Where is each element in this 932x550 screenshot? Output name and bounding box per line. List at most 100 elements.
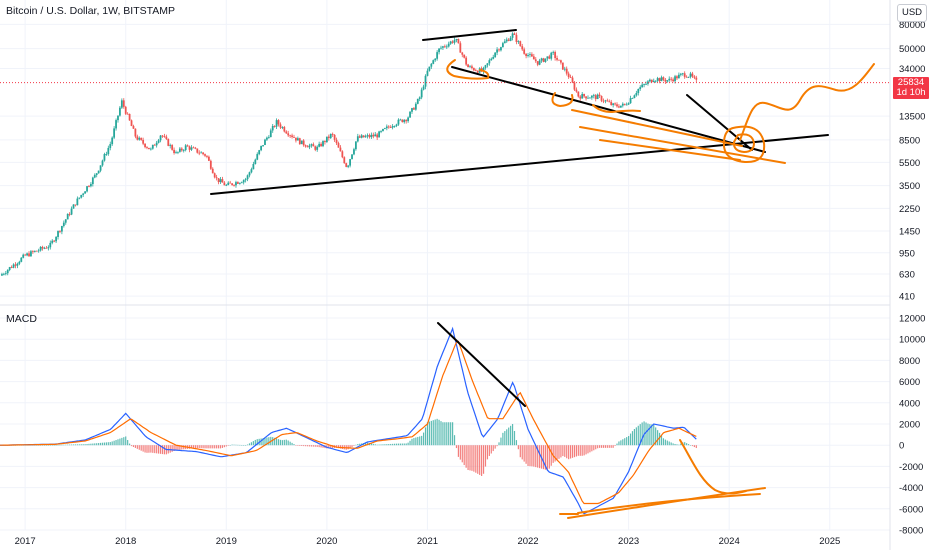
histogram-bar	[440, 421, 442, 446]
candle	[233, 184, 235, 187]
histogram-bar	[320, 445, 322, 448]
histogram-bar	[626, 437, 628, 446]
candle	[37, 248, 40, 253]
candle	[648, 78, 651, 83]
candle	[180, 147, 183, 152]
histogram-bar	[113, 440, 115, 446]
candle	[501, 41, 504, 48]
histogram-bar	[150, 445, 152, 453]
candle-body	[242, 180, 245, 183]
candle	[119, 106, 121, 117]
candle	[691, 71, 694, 78]
histogram-bar	[668, 441, 670, 446]
histogram-bar	[604, 445, 607, 448]
histogram-bar	[332, 445, 334, 449]
candle-body	[467, 64, 469, 68]
histogram-bar	[179, 445, 181, 450]
candle	[151, 144, 154, 150]
histogram-bar	[486, 445, 489, 460]
candle-body	[105, 154, 108, 155]
histogram-bar	[620, 440, 622, 446]
candle	[314, 145, 317, 152]
histogram-bar	[305, 445, 307, 447]
time-tick-label: 2024	[719, 536, 740, 547]
histogram-bar	[264, 437, 266, 446]
histogram-bar	[637, 425, 639, 446]
candle	[264, 138, 266, 146]
candle-body	[345, 163, 348, 167]
candle	[405, 119, 408, 124]
candle-body	[260, 145, 263, 151]
macd-tick-label: -4000	[899, 483, 923, 494]
candle-body	[496, 49, 498, 53]
candle	[678, 72, 680, 79]
candle-body	[91, 177, 94, 185]
candle	[16, 262, 19, 269]
candle-body	[482, 67, 485, 72]
histogram-bar	[502, 432, 504, 446]
candle	[538, 58, 541, 66]
candle	[49, 240, 52, 250]
candle	[637, 88, 640, 96]
candle	[618, 104, 620, 109]
candle-body	[184, 145, 187, 151]
histogram-bar	[600, 445, 603, 448]
candle	[252, 161, 255, 170]
candle-body	[598, 94, 601, 96]
candle	[296, 136, 299, 141]
price-tick-label: 2250	[899, 204, 920, 215]
candle-body	[519, 41, 522, 47]
candle	[269, 128, 272, 138]
candle	[639, 85, 642, 91]
histogram-bar	[117, 439, 119, 446]
candle-body	[695, 77, 698, 80]
candle	[120, 98, 123, 109]
candle-body	[542, 58, 545, 62]
histogram-bar	[428, 421, 430, 446]
candle	[384, 127, 386, 130]
candle-body	[173, 149, 175, 154]
candle	[612, 102, 615, 108]
candle	[362, 135, 365, 138]
candle-body	[178, 148, 181, 152]
candle-body	[248, 172, 251, 176]
histogram-bar	[198, 445, 200, 449]
histogram-bar	[285, 439, 287, 446]
candle-body	[252, 163, 255, 170]
candle-body	[397, 119, 400, 125]
candle-body	[99, 165, 102, 171]
candle	[594, 94, 597, 102]
candle	[45, 246, 48, 249]
time-tick-label: 2019	[216, 536, 237, 547]
candle-body	[436, 52, 439, 59]
histogram-bar	[254, 439, 256, 446]
histogram-bar	[628, 436, 630, 446]
candle	[629, 95, 632, 104]
candle-body	[687, 76, 690, 78]
histogram-bar	[647, 423, 649, 446]
candle	[575, 87, 578, 93]
candle	[192, 146, 195, 149]
candle	[356, 133, 359, 143]
candle-body	[339, 147, 342, 152]
histogram-bar	[672, 443, 674, 446]
candle-body	[633, 95, 636, 99]
candle-body	[213, 173, 216, 178]
histogram-bar	[612, 445, 614, 448]
candle	[90, 182, 92, 188]
histogram-bar	[446, 422, 448, 446]
candle	[623, 103, 626, 106]
currency-button[interactable]: USD	[897, 4, 927, 22]
histogram-bar	[69, 444, 71, 446]
candle-body	[130, 120, 133, 127]
histogram-bar	[281, 440, 283, 446]
candle-body	[509, 37, 512, 41]
candle-body	[540, 58, 543, 61]
candle	[598, 92, 601, 98]
candle-body	[385, 126, 388, 129]
histogram-bar	[568, 445, 570, 460]
candle	[436, 50, 439, 61]
candle	[318, 141, 321, 148]
candle	[194, 146, 197, 150]
